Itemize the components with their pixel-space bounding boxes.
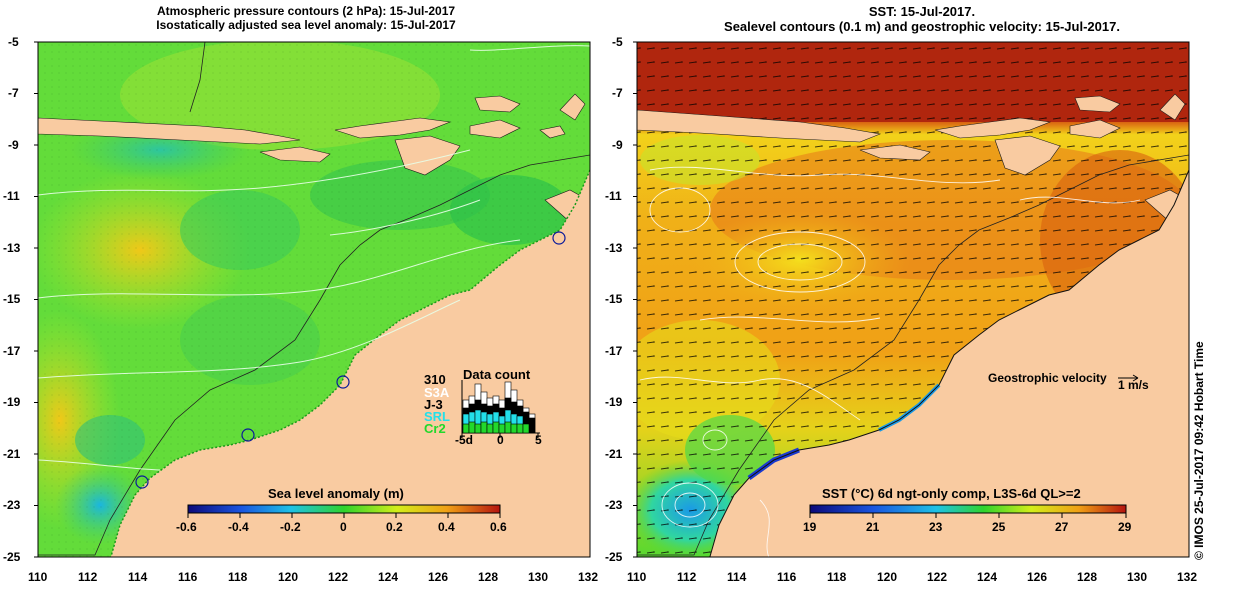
count-x-tick: 0 bbox=[497, 433, 504, 447]
sst-tick: 23 bbox=[929, 520, 943, 534]
y-tick: -25 bbox=[3, 550, 21, 564]
sst-tick: 29 bbox=[1118, 520, 1132, 534]
y-tick: -17 bbox=[605, 344, 623, 358]
sla-tick: 0.2 bbox=[386, 520, 403, 534]
y-tick: -23 bbox=[3, 498, 21, 512]
x-tick: 118 bbox=[228, 570, 248, 584]
y-tick: -7 bbox=[612, 86, 623, 100]
x-tick: 116 bbox=[178, 570, 198, 584]
count-x-tick: -5d bbox=[455, 433, 473, 447]
velocity-legend-unit: 1 m/s bbox=[1118, 378, 1149, 392]
x-tick: 122 bbox=[927, 570, 948, 584]
sla-map bbox=[38, 42, 590, 557]
x-tick: 124 bbox=[378, 570, 399, 584]
x-tick: 130 bbox=[528, 570, 549, 584]
copyright-label: © IMOS 25-Jul-2017 09:42 Hobart Time bbox=[1192, 341, 1206, 560]
data-count-inset bbox=[461, 380, 540, 438]
y-tick: -9 bbox=[8, 138, 19, 152]
x-tick: 128 bbox=[478, 570, 499, 584]
left-title-line1: Atmospheric pressure contours (2 hPa): 1… bbox=[156, 4, 456, 18]
y-tick: -15 bbox=[605, 292, 623, 306]
mission-j3: J-3 bbox=[424, 397, 443, 412]
x-tick: 128 bbox=[1077, 570, 1098, 584]
y-tick: -9 bbox=[612, 138, 623, 152]
y-tick: -13 bbox=[3, 241, 21, 255]
sla-tick: -0.2 bbox=[280, 520, 301, 534]
data-count-max: 310 bbox=[424, 372, 446, 387]
y-tick: -23 bbox=[605, 498, 623, 512]
x-tick: 120 bbox=[278, 570, 299, 584]
y-tick: -21 bbox=[3, 447, 21, 461]
y-tick: -7 bbox=[8, 86, 19, 100]
y-tick: -21 bbox=[605, 447, 623, 461]
x-tick: 116 bbox=[777, 570, 797, 584]
x-tick: 120 bbox=[877, 570, 898, 584]
velocity-legend-arrow bbox=[1118, 374, 1139, 382]
x-tick: 124 bbox=[977, 570, 998, 584]
sst-tick: 21 bbox=[866, 520, 880, 534]
x-tick: 110 bbox=[28, 570, 48, 584]
sst-map bbox=[637, 42, 1189, 557]
right-title-line1: SST: 15-Jul-2017. bbox=[868, 4, 976, 19]
x-tick: 112 bbox=[677, 570, 697, 584]
x-tick: 118 bbox=[827, 570, 847, 584]
sla-tick: -0.4 bbox=[228, 520, 249, 534]
sst-tick: 25 bbox=[992, 520, 1006, 534]
x-tick: 112 bbox=[78, 570, 98, 584]
mission-srl: SRL bbox=[424, 409, 450, 424]
sst-colorbar bbox=[809, 504, 1127, 514]
data-count-title: Data count bbox=[463, 367, 531, 382]
y-tick: -11 bbox=[3, 189, 20, 203]
sla-colorbar-title: Sea level anomaly (m) bbox=[268, 486, 404, 501]
y-tick: -13 bbox=[605, 241, 623, 255]
y-tick: -19 bbox=[605, 395, 623, 409]
x-tick: 126 bbox=[428, 570, 449, 584]
x-tick: 126 bbox=[1027, 570, 1048, 584]
sla-tick: 0 bbox=[340, 520, 347, 534]
y-tick: -5 bbox=[8, 35, 19, 49]
y-tick: -17 bbox=[3, 344, 21, 358]
y-tick: -15 bbox=[3, 292, 21, 306]
sst-tick: 27 bbox=[1055, 520, 1069, 534]
sla-tick: 0.6 bbox=[490, 520, 507, 534]
x-tick: 114 bbox=[727, 570, 747, 584]
y-tick: -11 bbox=[605, 189, 622, 203]
x-tick: 122 bbox=[328, 570, 349, 584]
axis-ticks bbox=[34, 41, 637, 558]
sla-tick: 0.4 bbox=[438, 520, 455, 534]
mission-s3a: S3A bbox=[424, 385, 450, 400]
y-tick: -19 bbox=[3, 395, 21, 409]
x-tick: 110 bbox=[627, 570, 647, 584]
x-tick: 114 bbox=[128, 570, 148, 584]
x-tick: 132 bbox=[578, 570, 599, 584]
y-tick: -5 bbox=[612, 35, 623, 49]
sla-colorbar bbox=[187, 504, 501, 514]
left-title-line2: Isostatically adjusted sea level anomaly… bbox=[156, 18, 456, 32]
velocity-legend-label: Geostrophic velocity bbox=[988, 371, 1107, 385]
sst-tick: 19 bbox=[803, 520, 817, 534]
y-tick: -25 bbox=[605, 550, 623, 564]
sla-tick: -0.6 bbox=[176, 520, 197, 534]
count-x-tick: 5 bbox=[535, 433, 542, 447]
x-tick: 132 bbox=[1177, 570, 1198, 584]
right-title-line2: Sealevel contours (0.1 m) and geostrophi… bbox=[724, 19, 1120, 34]
sst-colorbar-title: SST (°C) 6d ngt-only comp, L3S-6d QL>=2 bbox=[822, 486, 1081, 501]
x-tick: 130 bbox=[1127, 570, 1148, 584]
mission-cr2: Cr2 bbox=[424, 421, 446, 436]
